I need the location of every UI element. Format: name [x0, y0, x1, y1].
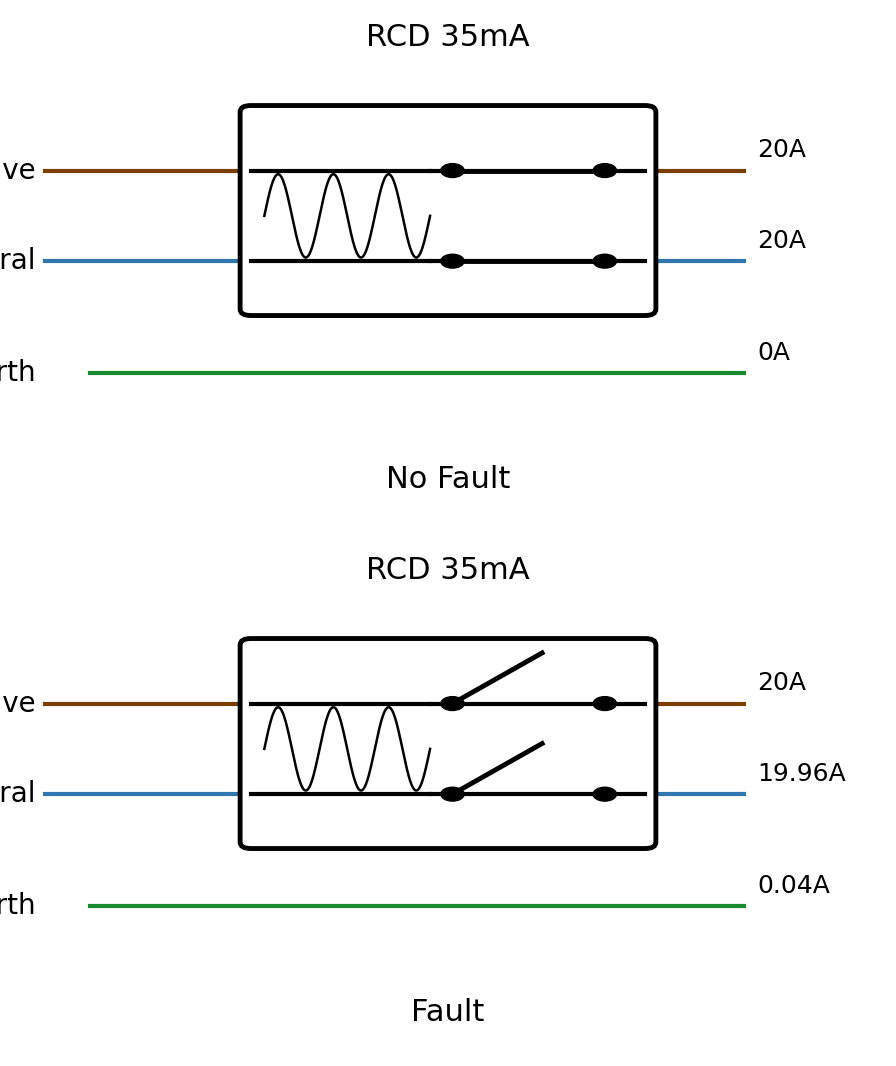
Text: Neutral: Neutral	[0, 780, 36, 808]
Text: Live: Live	[0, 690, 36, 717]
FancyBboxPatch shape	[240, 639, 656, 849]
Text: Live: Live	[0, 157, 36, 184]
Text: RCD 35mA: RCD 35mA	[366, 555, 530, 585]
Circle shape	[593, 697, 616, 711]
Circle shape	[441, 255, 464, 269]
Circle shape	[593, 787, 616, 802]
FancyBboxPatch shape	[240, 106, 656, 316]
Text: 20A: 20A	[757, 229, 806, 253]
Text: 20A: 20A	[757, 672, 806, 695]
Text: Fault: Fault	[411, 998, 485, 1028]
Circle shape	[441, 697, 464, 711]
Text: 20A: 20A	[757, 139, 806, 162]
Circle shape	[593, 255, 616, 269]
Text: Earth: Earth	[0, 892, 36, 920]
Text: RCD 35mA: RCD 35mA	[366, 22, 530, 52]
Circle shape	[441, 787, 464, 802]
Text: 19.96A: 19.96A	[757, 762, 846, 786]
Circle shape	[441, 163, 464, 177]
Text: 0A: 0A	[757, 341, 790, 365]
Text: Earth: Earth	[0, 359, 36, 387]
Text: No Fault: No Fault	[386, 465, 510, 495]
Text: Neutral: Neutral	[0, 247, 36, 275]
Circle shape	[593, 163, 616, 177]
Text: 0.04A: 0.04A	[757, 874, 830, 898]
